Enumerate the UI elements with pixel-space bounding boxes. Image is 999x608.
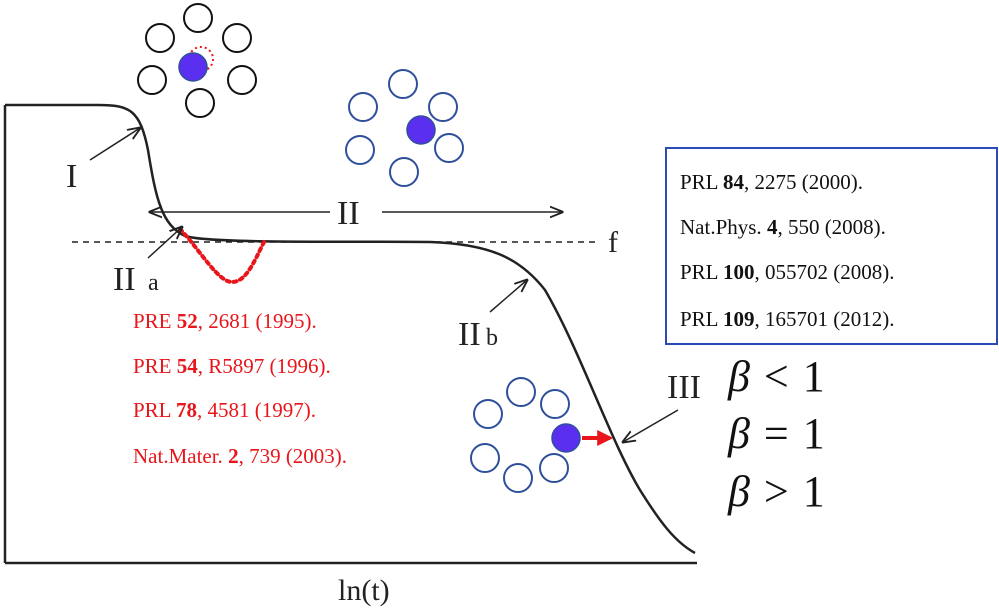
- cage-particle: [145, 23, 175, 53]
- cage-particle: [470, 443, 500, 473]
- ref-volume: 2: [228, 444, 239, 468]
- cage-blue-plateau: [345, 69, 464, 187]
- cage-particle: [540, 389, 570, 419]
- reference-box-2: PRL 100, 055702 (2008).: [680, 260, 894, 284]
- ref-rest: , R5897 (1996).: [198, 354, 331, 378]
- ref-rest: , 550 (2008).: [777, 215, 886, 239]
- cage-particle: [506, 377, 536, 407]
- ref-volume: 78: [176, 398, 197, 422]
- beta-relation: <: [764, 352, 789, 401]
- cage-particle: [227, 65, 257, 95]
- beta-symbol: β: [727, 409, 750, 458]
- reference-red-3: Nat.Mater. 2, 739 (2003).: [133, 444, 347, 468]
- references-box-border: [665, 147, 998, 345]
- tagged-particle: [178, 52, 208, 82]
- cage-particle: [183, 3, 213, 33]
- beta-relation: >: [764, 467, 789, 516]
- references-box: PRL 84, 2275 (2000). Nat.Phys. 4, 550 (2…: [665, 147, 998, 345]
- beta-symbol: β: [727, 467, 750, 516]
- region-III-pointer: [623, 409, 679, 442]
- reference-red-1: PRE 54, R5897 (1996).: [133, 354, 331, 378]
- ref-volume: 100: [723, 260, 755, 284]
- region-IIb-sub: b: [486, 325, 498, 351]
- reference-box-3: PRL 109, 165701 (2012).: [680, 307, 894, 331]
- cage-particle: [434, 133, 464, 163]
- beta-condition-0: β <1: [727, 352, 825, 401]
- cage-particle: [473, 399, 503, 429]
- reference-red-0: PRE 52, 2681 (1995).: [133, 309, 317, 333]
- reference-box-1: Nat.Phys. 4, 550 (2008).: [680, 215, 886, 239]
- tagged-particle: [406, 115, 436, 145]
- ref-journal: Nat.Phys.: [680, 215, 762, 239]
- region-III-label: III: [667, 369, 701, 406]
- region-IIa-sub: a: [148, 270, 159, 296]
- ref-rest: , 2681 (1995).: [198, 309, 317, 333]
- ref-journal: PRL: [680, 307, 718, 331]
- ref-rest: , 165701 (2012).: [754, 307, 894, 331]
- region-IIa-pointer: [147, 227, 182, 259]
- cage-particle: [137, 65, 167, 95]
- cage-particle: [388, 69, 418, 99]
- x-axis-label: ln(t): [338, 574, 390, 607]
- beta-symbol: β: [727, 352, 750, 401]
- region-IIa-label: II: [113, 261, 136, 298]
- ref-journal: PRL: [680, 170, 718, 194]
- ref-volume: 54: [177, 354, 199, 378]
- cage-particle: [345, 135, 375, 165]
- references-red-list: PRE 52, 2681 (1995). PRE 54, R5897 (1996…: [133, 309, 347, 468]
- ref-journal: PRL: [680, 260, 718, 284]
- cage-particle: [503, 463, 533, 493]
- rattling-trace: [188, 46, 214, 72]
- ref-volume: 84: [723, 170, 745, 194]
- plateau-label: f: [608, 226, 618, 259]
- reference-box-0: PRL 84, 2275 (2000).: [680, 170, 863, 194]
- cage-particle: [348, 92, 378, 122]
- ref-journal: PRE: [133, 354, 172, 378]
- cage-blue-escape: [470, 377, 614, 493]
- ref-rest: , 4581 (1997).: [197, 398, 316, 422]
- cage-black: [137, 3, 257, 118]
- region-IIb-pointer: [489, 280, 527, 313]
- ref-rest: , 2275 (2000).: [744, 170, 863, 194]
- cage-particle: [222, 23, 252, 53]
- beta-value: 1: [803, 352, 825, 401]
- beta-value: 1: [803, 467, 825, 516]
- beta-conditions: β <1 β = 1 β >1: [727, 352, 825, 516]
- beta-condition-2: β >1: [727, 467, 825, 516]
- ref-journal: PRE: [133, 309, 172, 333]
- cage-particle: [389, 157, 419, 187]
- tagged-particle: [551, 423, 581, 453]
- ref-rest: , 739 (2003).: [239, 444, 348, 468]
- beta-relation: =: [764, 409, 789, 458]
- relaxation-curve: [5, 103, 696, 555]
- cage-particle: [185, 88, 215, 118]
- reference-red-2: PRL 78, 4581 (1997).: [133, 398, 316, 422]
- ref-volume: 4: [767, 215, 778, 239]
- ref-volume: 52: [177, 309, 198, 333]
- region-II-label: II: [337, 195, 360, 232]
- region-IIb-label: II: [458, 316, 481, 353]
- ref-volume: 109: [723, 307, 755, 331]
- beta-value: 1: [803, 409, 825, 458]
- ref-journal: Nat.Mater.: [133, 444, 223, 468]
- ref-rest: , 055702 (2008).: [754, 260, 894, 284]
- cage-particle: [428, 92, 458, 122]
- cage-particle: [539, 453, 569, 483]
- cage-rattling-dip: [178, 227, 266, 285]
- region-I-label: I: [66, 158, 77, 195]
- beta-condition-1: β = 1: [727, 409, 825, 458]
- region-I-pointer: [89, 128, 140, 161]
- ref-journal: PRL: [133, 398, 171, 422]
